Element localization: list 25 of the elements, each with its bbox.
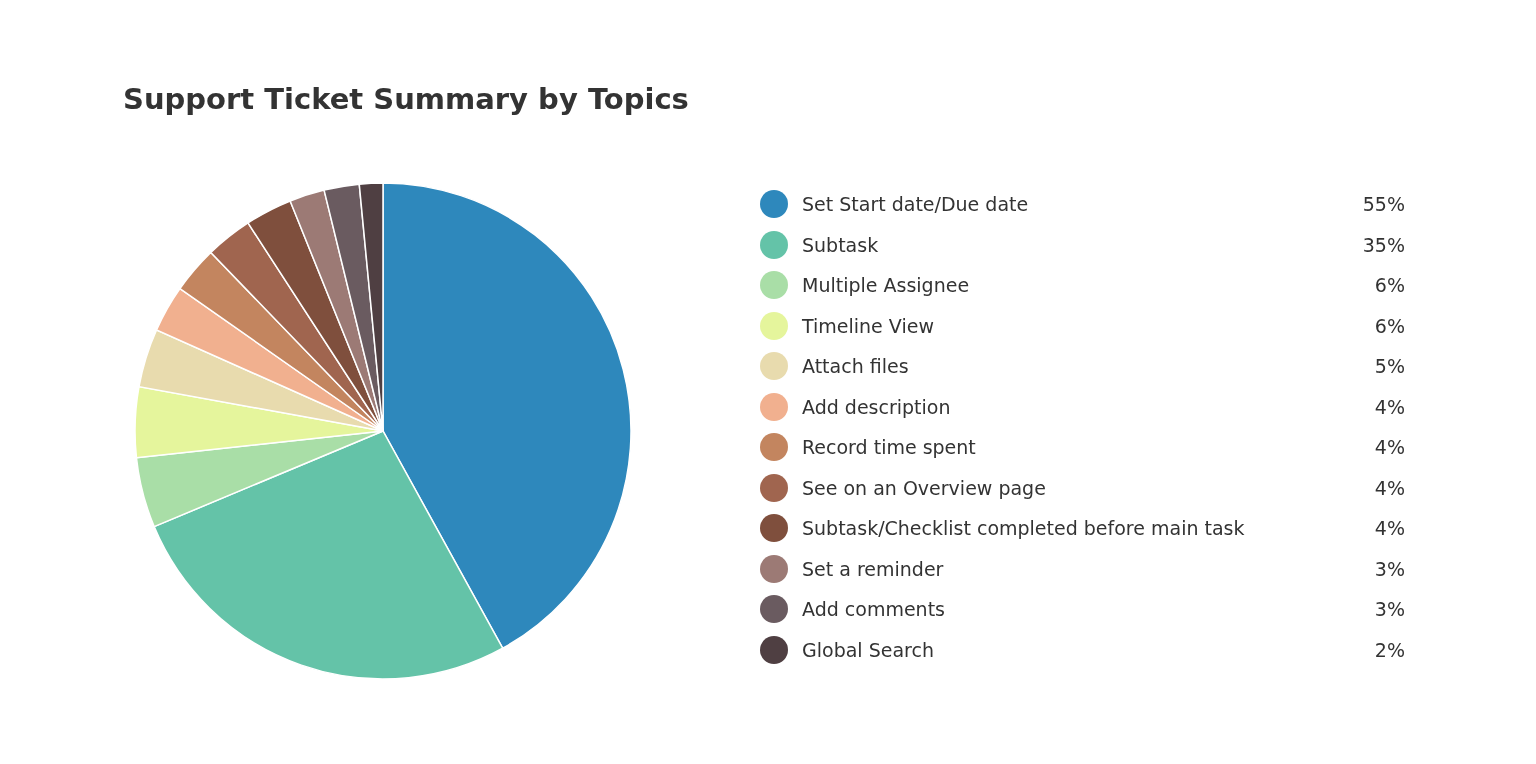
legend-label: Subtask: [802, 233, 880, 256]
data-label: 6%: [1374, 314, 1405, 337]
legend-label: Record time spent: [802, 436, 977, 459]
legend-label: Set Start date/Due date: [802, 193, 1030, 216]
chart-title: Support Ticket Summary by Topics: [123, 82, 689, 116]
data-label: 3%: [1374, 598, 1405, 621]
data-label: 4%: [1374, 476, 1405, 499]
data-label: 4%: [1374, 395, 1405, 418]
legend-label: See on an Overview page: [802, 476, 1047, 499]
legend-label: Attach files: [802, 355, 910, 378]
legend-label: Global Search: [802, 638, 935, 661]
data-label: 3%: [1374, 557, 1405, 580]
data-label: 55%: [1362, 193, 1405, 216]
legend-label: Add comments: [802, 598, 946, 621]
legend-label: Multiple Assignee: [802, 274, 971, 297]
legend-label: Set a reminder: [802, 557, 945, 580]
data-label: 4%: [1374, 517, 1405, 540]
legend-label: Add description: [802, 395, 952, 418]
data-label: 2%: [1374, 638, 1405, 661]
data-label: 5%: [1374, 355, 1405, 378]
data-label: 35%: [1362, 233, 1405, 256]
legend-label: Timeline View: [802, 314, 935, 337]
data-label: 6%: [1374, 274, 1405, 297]
data-label: 4%: [1374, 436, 1405, 459]
legend-label: Subtask/Checklist completed before main task: [802, 517, 1246, 540]
